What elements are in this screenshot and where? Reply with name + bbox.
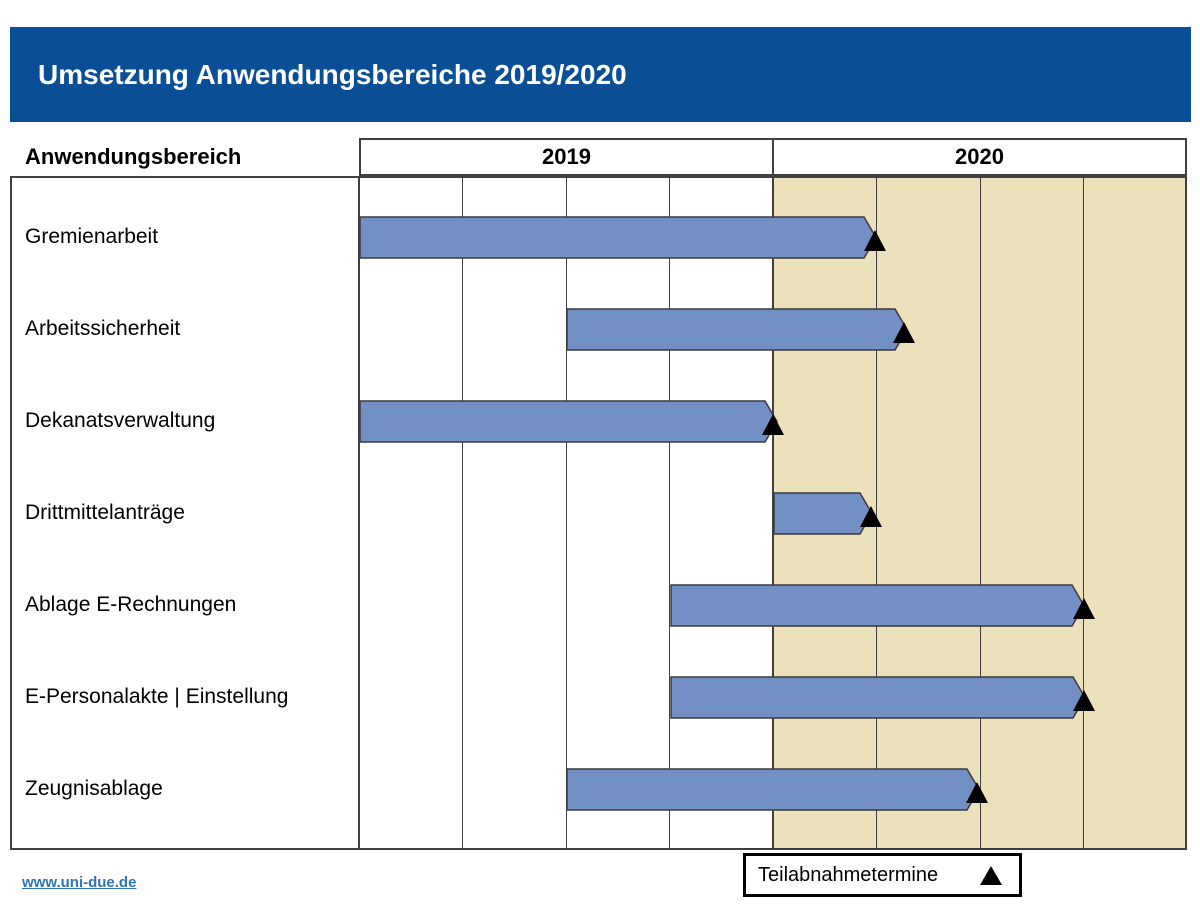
footer-link[interactable]: www.uni-due.de [22,874,137,891]
row-label: Drittmittelanträge [25,501,185,524]
gridline-quarter [979,178,981,848]
gridline-quarter [876,178,877,848]
milestone-triangle-icon [965,782,988,803]
row-header-label: Anwendungsbereich [25,144,242,169]
row-label: Gremienarbeit [25,225,159,248]
milestone-triangle-icon [864,230,887,251]
gantt-bar [359,399,778,443]
year-header-row: 2019 2020 [359,138,1187,176]
year-header-2020: 2020 [955,144,1004,169]
gridline-quarter [565,178,567,848]
gantt-bar [566,307,908,351]
row-label: Ablage E-Rechnungen [25,593,237,616]
page-title: Umsetzung Anwendungsbereiche 2019/2020 [38,58,627,90]
legend: Teilabnahmetermine [743,853,1022,897]
legend-triangle-icon [980,865,1002,885]
milestone-triangle-icon [1072,690,1095,711]
row-label: Dekanatsverwaltung [25,409,216,432]
milestone-triangle-icon [860,506,883,527]
title-banner: Umsetzung Anwendungsbereiche 2019/2020 [10,27,1191,122]
gantt-bar [566,767,980,811]
gridline-quarter [1083,178,1084,848]
milestone-triangle-icon [1072,598,1095,619]
gantt-bar [773,491,873,535]
gridline-quarter [669,178,670,848]
row-label: Arbeitssicherheit [25,317,181,340]
milestone-triangle-icon [762,414,784,435]
gantt-bar [669,675,1086,719]
row-label: E-Personalakte | Einstellung [25,685,289,708]
gantt-bar [669,583,1085,627]
gridline-quarter [462,178,463,848]
row-label: Zeugnisablage [25,777,163,800]
legend-label: Teilabnahmetermine [758,863,939,886]
gridline-year-boundary [772,178,774,848]
milestone-triangle-icon [893,322,916,343]
year-header-2019: 2019 [361,140,774,174]
gantt-bar [359,215,877,259]
gridline-quarter [358,178,360,848]
